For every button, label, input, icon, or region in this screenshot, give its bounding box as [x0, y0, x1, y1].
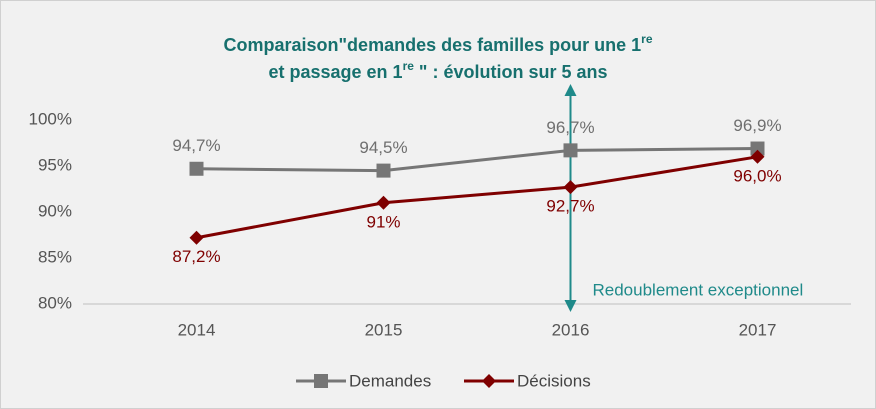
x-tick-label: 2015	[365, 320, 403, 339]
x-tick-label: 2017	[739, 320, 777, 339]
data-label: 92,7%	[546, 197, 594, 216]
data-label: 94,7%	[172, 136, 220, 155]
title-text: et passage en 1	[269, 62, 403, 82]
point	[563, 143, 578, 158]
data-label: 94,5%	[359, 138, 407, 157]
point	[482, 374, 496, 388]
title-text: Comparaison"demandes des familles pour u…	[224, 35, 642, 55]
y-tick-label: 90%	[38, 201, 72, 220]
y-tick-label: 100%	[29, 109, 72, 128]
title-text: " : évolution sur 5 ans	[414, 62, 608, 82]
point	[376, 195, 391, 210]
x-tick-label: 2014	[178, 320, 216, 339]
data-label: 96,7%	[546, 118, 594, 137]
data-label: 91%	[366, 212, 400, 231]
arrow-head	[564, 300, 577, 312]
legend-label: Demandes	[349, 371, 431, 390]
point	[750, 149, 765, 164]
data-label: 87,2%	[172, 247, 220, 266]
series-line	[196, 147, 758, 173]
point	[314, 374, 328, 388]
chart-title: et passage en 1re " : évolution sur 5 an…	[269, 59, 608, 82]
point	[563, 180, 578, 195]
x-tick-label: 2016	[552, 320, 590, 339]
point	[189, 161, 204, 176]
y-tick-label: 95%	[38, 155, 72, 174]
arrow-head	[564, 84, 577, 96]
point	[750, 141, 765, 156]
annotation-text: Redoublement exceptionnel	[593, 280, 804, 299]
series-line	[196, 155, 758, 240]
data-label: 96,0%	[733, 166, 781, 185]
legend-label: Décisions	[517, 371, 591, 390]
point	[376, 163, 391, 178]
data-label: 96,9%	[733, 116, 781, 135]
y-tick-label: 80%	[38, 293, 72, 312]
title-superscript: re	[403, 59, 415, 73]
y-tick-label: 85%	[38, 247, 72, 266]
title-superscript: re	[641, 32, 653, 46]
chart-title: Comparaison"demandes des familles pour u…	[224, 32, 653, 55]
point	[189, 230, 204, 245]
